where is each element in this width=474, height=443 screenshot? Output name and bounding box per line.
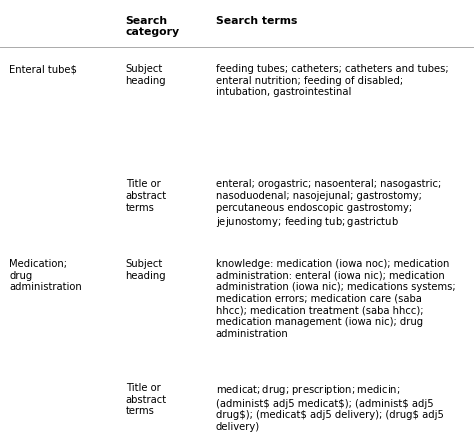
Text: Enteral tube$: Enteral tube$ — [9, 64, 77, 74]
Text: Title or
abstract
terms: Title or abstract terms — [126, 179, 167, 213]
Text: enteral; orogastric; nasoenteral; nasogastric;
nasoduodenal; nasojejunal; gastro: enteral; orogastric; nasoenteral; nasoga… — [216, 179, 441, 229]
Text: knowledge: medication (iowa noc); medication
administration: enteral (iowa nic);: knowledge: medication (iowa noc); medica… — [216, 259, 456, 339]
Text: Search terms: Search terms — [216, 16, 297, 26]
Text: feeding tubes; catheters; catheters and tubes;
enteral nutrition; feeding of dis: feeding tubes; catheters; catheters and … — [216, 64, 448, 97]
Text: Subject
heading: Subject heading — [126, 259, 166, 281]
Text: Search
category: Search category — [126, 16, 180, 37]
Text: medicat$; drug$; prescription$; medicin$;
(administ$ adj5 medicat$); (administ$ : medicat$; drug$; prescription$; medicin$… — [216, 383, 444, 432]
Text: Medication;
drug
administration: Medication; drug administration — [9, 259, 82, 292]
Text: Subject
heading: Subject heading — [126, 64, 166, 86]
Text: Title or
abstract
terms: Title or abstract terms — [126, 383, 167, 416]
